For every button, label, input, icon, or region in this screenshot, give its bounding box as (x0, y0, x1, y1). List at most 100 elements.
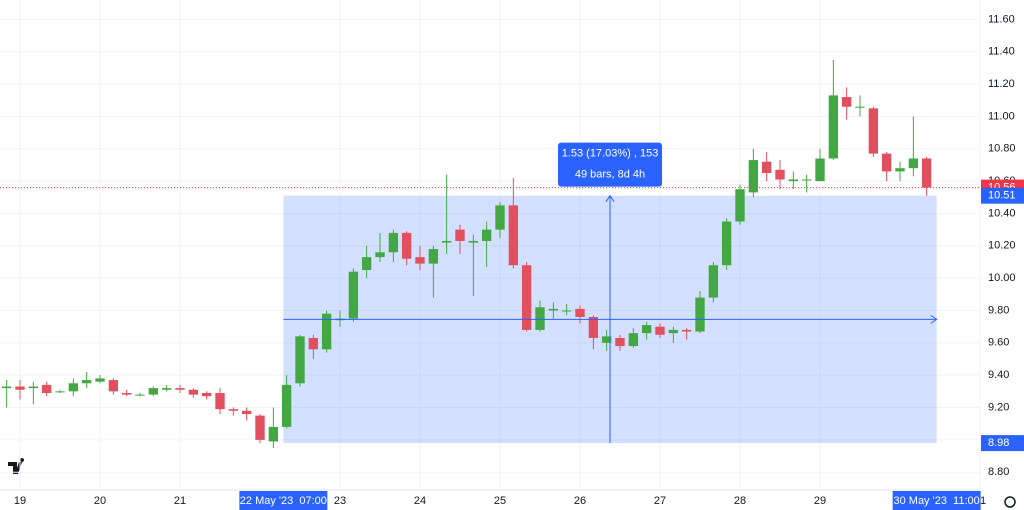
candle-body (735, 189, 745, 222)
candle-body (121, 392, 132, 395)
price-range-box (981, 435, 1024, 452)
measure-v-arrow (605, 194, 615, 202)
candle-body (148, 388, 159, 395)
x-tick-label: 29 (814, 495, 826, 507)
candle-body (1, 386, 12, 389)
candle-body (415, 257, 425, 264)
y-tick-label: 10.00 (988, 272, 1016, 284)
candle-body (468, 240, 479, 243)
candle-body (628, 333, 639, 347)
candle-body (135, 394, 145, 396)
y-tick-label: 9.20 (988, 401, 1009, 413)
settings-icon[interactable] (1004, 496, 1016, 508)
candle-body (495, 205, 505, 230)
candle-body (375, 252, 385, 258)
y-tick-label: 11.40 (988, 46, 1015, 58)
candle-body (388, 232, 399, 253)
candle-body (561, 310, 572, 312)
candle-body (81, 380, 92, 384)
candle-body (41, 384, 52, 393)
price-range-label: 10.51 (988, 190, 1016, 202)
y-tick-label: 9.80 (988, 304, 1009, 316)
candle-body (828, 95, 839, 159)
time-range-box (239, 491, 328, 510)
candle-body (15, 386, 25, 390)
candle-body (508, 205, 519, 266)
candle-body (655, 326, 665, 335)
x-tick-label: 23 (334, 495, 346, 507)
candle-body (281, 384, 292, 427)
x-tick-label: 27 (654, 495, 666, 507)
candle-body (708, 265, 719, 298)
time-range-box (892, 491, 981, 510)
candle-body (241, 410, 252, 414)
candle-body (201, 392, 212, 397)
candle-body (881, 153, 892, 172)
candle-body (215, 392, 225, 410)
candle-body (868, 108, 879, 154)
candle-body (921, 158, 932, 188)
candle-body (228, 409, 239, 411)
candle-body (361, 257, 372, 271)
candle-body (641, 325, 652, 334)
measure-info: 1.53 (17.03%) , 153 (562, 148, 659, 160)
time-range-label: 22 May '23 07:00 (240, 495, 327, 507)
y-tick-label: 11.00 (988, 110, 1015, 122)
candle-body (895, 168, 905, 172)
candle-body (348, 271, 359, 319)
candle-body (601, 336, 612, 343)
x-tick-label: 19 (14, 495, 26, 507)
candle-body (441, 240, 452, 243)
candle-body (815, 158, 825, 182)
y-tick-label: 11.60 (988, 13, 1015, 25)
price-range-label: 8.98 (988, 437, 1009, 449)
candle-body (801, 179, 812, 181)
candle-body (28, 386, 39, 389)
y-tick-label: 9.40 (988, 369, 1009, 381)
candle-body (68, 383, 79, 392)
y-tick-label: 11.20 (988, 78, 1015, 90)
candle-body (855, 106, 865, 108)
x-tick-label: 26 (574, 495, 586, 507)
x-tick-label: 28 (734, 495, 746, 507)
candle-body (108, 380, 119, 392)
y-tick-label: 9.60 (988, 337, 1009, 349)
candle-body (321, 313, 332, 350)
candle-body (428, 249, 439, 264)
candle-body (668, 329, 679, 334)
candle-body (721, 221, 732, 266)
candle-body (908, 158, 919, 169)
y-tick-label: 8.80 (988, 466, 1009, 478)
candle-body (55, 391, 65, 393)
candle-body (535, 307, 545, 330)
x-tick-label: 21 (174, 495, 186, 507)
measure-info-box (558, 142, 662, 187)
candle-body (588, 316, 599, 338)
y-tick-label: 10.80 (988, 143, 1016, 155)
candle-body (775, 169, 785, 180)
candle-body (295, 336, 305, 384)
x-tick-label: 20 (94, 495, 106, 507)
price-range-box (981, 187, 1024, 204)
time-range-label: 30 May '23 11:00 (893, 495, 979, 507)
candle-body (188, 389, 199, 395)
y-tick-label: 10.40 (988, 207, 1016, 219)
candle-body (761, 161, 772, 174)
y-tick-label: 10.20 (988, 240, 1016, 252)
candle-body (255, 415, 265, 440)
candle-body (308, 337, 319, 350)
candle-body (575, 308, 585, 317)
candle-body (748, 160, 759, 193)
measure-h-arrow (930, 314, 938, 324)
candle-body (175, 388, 185, 390)
candle-body (401, 232, 412, 259)
candle-body (615, 337, 625, 347)
candle-body (161, 388, 172, 390)
x-tick-label: 25 (494, 495, 506, 507)
candle-body (548, 308, 559, 311)
candle-body (788, 179, 799, 182)
candle-body (455, 229, 465, 241)
